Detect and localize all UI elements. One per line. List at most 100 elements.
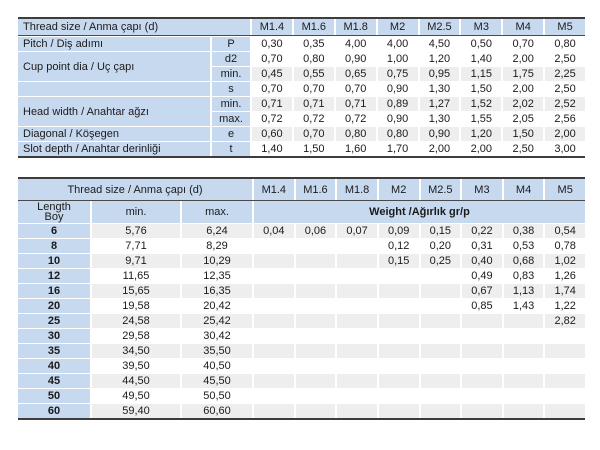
weight-value-cell xyxy=(337,284,377,298)
length-cell: 25 xyxy=(18,314,90,328)
length-cell: 6 xyxy=(18,224,90,238)
weight-value-cell xyxy=(462,389,502,403)
value-cell: 4,50 xyxy=(428,38,451,50)
value-cell: 0,80 xyxy=(554,38,576,50)
weight-value-cell xyxy=(254,269,294,283)
weight-value-cell xyxy=(545,404,585,418)
max-value-cell: 12,35 xyxy=(203,270,231,282)
length-weight-table: Thread size / Anma çapı (d) M1.4 M1.6 M1.8 M… xyxy=(18,177,585,420)
max-value-cell: 30,42 xyxy=(203,330,231,342)
weight-value-cell: 0,09 xyxy=(378,224,419,238)
size-column-header: M1.8 xyxy=(337,179,377,200)
weight-value-cell xyxy=(254,344,294,358)
max-value-cell: 60,60 xyxy=(182,404,252,418)
max-value-cell: 6,24 xyxy=(182,224,252,238)
value-cell: 0,72 xyxy=(261,113,283,125)
weight-value-cell xyxy=(295,374,336,388)
length-weight-table-header-divider xyxy=(18,200,585,201)
row-symbol-cell: min. xyxy=(212,97,250,111)
weight-value-cell xyxy=(378,314,419,328)
dimensions-table-bottom-border xyxy=(18,156,585,158)
value-cell: 0,72 xyxy=(303,113,325,125)
weight-value-cell: 1,74 xyxy=(545,284,585,298)
weight-value-cell xyxy=(503,374,544,388)
weight-value-cell: 1,02 xyxy=(545,254,585,268)
weight-value-cell: 0,85 xyxy=(471,300,493,312)
weight-value-cell xyxy=(378,374,419,388)
weight-value-cell xyxy=(337,269,377,283)
weight-value-cell: 2,82 xyxy=(545,314,585,328)
value-cell: 0,71 xyxy=(252,97,292,111)
value-cell: 2,50 xyxy=(554,83,576,95)
weight-value-cell xyxy=(504,389,544,403)
row-label-cell: Slot depth / Anahtar derinliği xyxy=(18,142,210,156)
row-symbol-cell: max. xyxy=(212,112,250,126)
value-cell: 0,89 xyxy=(377,97,418,111)
size-column-header: M3 xyxy=(462,179,502,200)
min-value-cell: 19,58 xyxy=(122,300,150,312)
weight-value-cell xyxy=(254,299,294,313)
weight-value-cell xyxy=(254,254,294,268)
length-cell: 12 xyxy=(18,269,90,283)
min-value-cell: 9,71 xyxy=(92,254,180,268)
value-cell: 2,02 xyxy=(503,97,544,111)
weight-value-cell xyxy=(337,254,377,268)
weight-value-cell xyxy=(421,359,461,373)
weight-value-cell: 0,06 xyxy=(295,224,336,238)
min-value-cell: 11,65 xyxy=(122,270,150,282)
value-cell: 2,25 xyxy=(545,67,585,81)
dimensions-table-header-divider xyxy=(18,35,585,36)
size-column-header: M2.5 xyxy=(420,179,461,200)
min-value-cell: 24,58 xyxy=(92,314,180,328)
weight-value-cell: 0,22 xyxy=(462,224,502,238)
row-label-cell xyxy=(18,82,210,96)
row-label-cell: Head width / Anahtar ağzı xyxy=(18,97,210,126)
length-weight-table-header-columns: Length Boy min. max. Weight /Ağırlık gr/p xyxy=(18,201,585,223)
value-cell: 0,95 xyxy=(419,67,460,81)
weight-value-cell: 0,15 xyxy=(378,254,419,268)
size-column-header: M1.8 xyxy=(335,19,376,35)
value-cell: 0,55 xyxy=(293,67,334,81)
size-column-header: M1.6 xyxy=(293,19,334,35)
weight-value-cell xyxy=(421,299,461,313)
size-column-header: M5 xyxy=(545,19,585,35)
weight-value-cell: 0,04 xyxy=(254,224,294,238)
value-cell: 0,80 xyxy=(335,127,376,141)
value-cell: 0,70 xyxy=(512,38,534,50)
value-cell: 2,50 xyxy=(512,143,534,155)
value-cell: 0,75 xyxy=(377,67,418,81)
weight-value-cell xyxy=(337,359,377,373)
weight-value-cell xyxy=(254,389,294,403)
weight-value-cell xyxy=(421,329,461,343)
weight-value-cell xyxy=(254,239,294,253)
weight-value-cell xyxy=(420,374,461,388)
length-cell: 35 xyxy=(18,344,90,358)
weight-value-cell xyxy=(337,239,377,253)
min-value-cell: 5,76 xyxy=(92,224,180,238)
weight-value-cell xyxy=(296,299,336,313)
value-cell: 0,30 xyxy=(261,38,283,50)
weight-value-cell xyxy=(296,269,336,283)
value-cell: 0,70 xyxy=(293,127,334,141)
weight-value-cell xyxy=(545,374,585,388)
value-cell: 0,90 xyxy=(419,127,460,141)
value-cell: 0,70 xyxy=(303,83,325,95)
min-value-cell: 29,58 xyxy=(122,330,150,342)
value-cell: 3,00 xyxy=(554,143,576,155)
value-cell: 2,05 xyxy=(512,113,534,125)
weight-value-cell xyxy=(296,329,336,343)
value-cell: 1,20 xyxy=(461,127,502,141)
weight-value-cell: 0,31 xyxy=(471,240,493,252)
value-cell: 1,30 xyxy=(428,113,451,125)
value-cell: 0,90 xyxy=(386,83,409,95)
weight-value-cell: 0,15 xyxy=(420,224,461,238)
value-cell: 1,50 xyxy=(303,143,325,155)
weight-value-cell xyxy=(545,389,585,403)
weight-value-cell: 0,53 xyxy=(512,240,535,252)
weight-value-cell xyxy=(462,404,502,418)
weight-value-cell: 0,20 xyxy=(429,240,452,252)
weight-column-header: Weight /Ağırlık gr/p xyxy=(254,201,585,223)
value-cell: 2,00 xyxy=(545,127,585,141)
weight-value-cell: 0,49 xyxy=(471,270,493,282)
weight-value-cell xyxy=(504,359,544,373)
